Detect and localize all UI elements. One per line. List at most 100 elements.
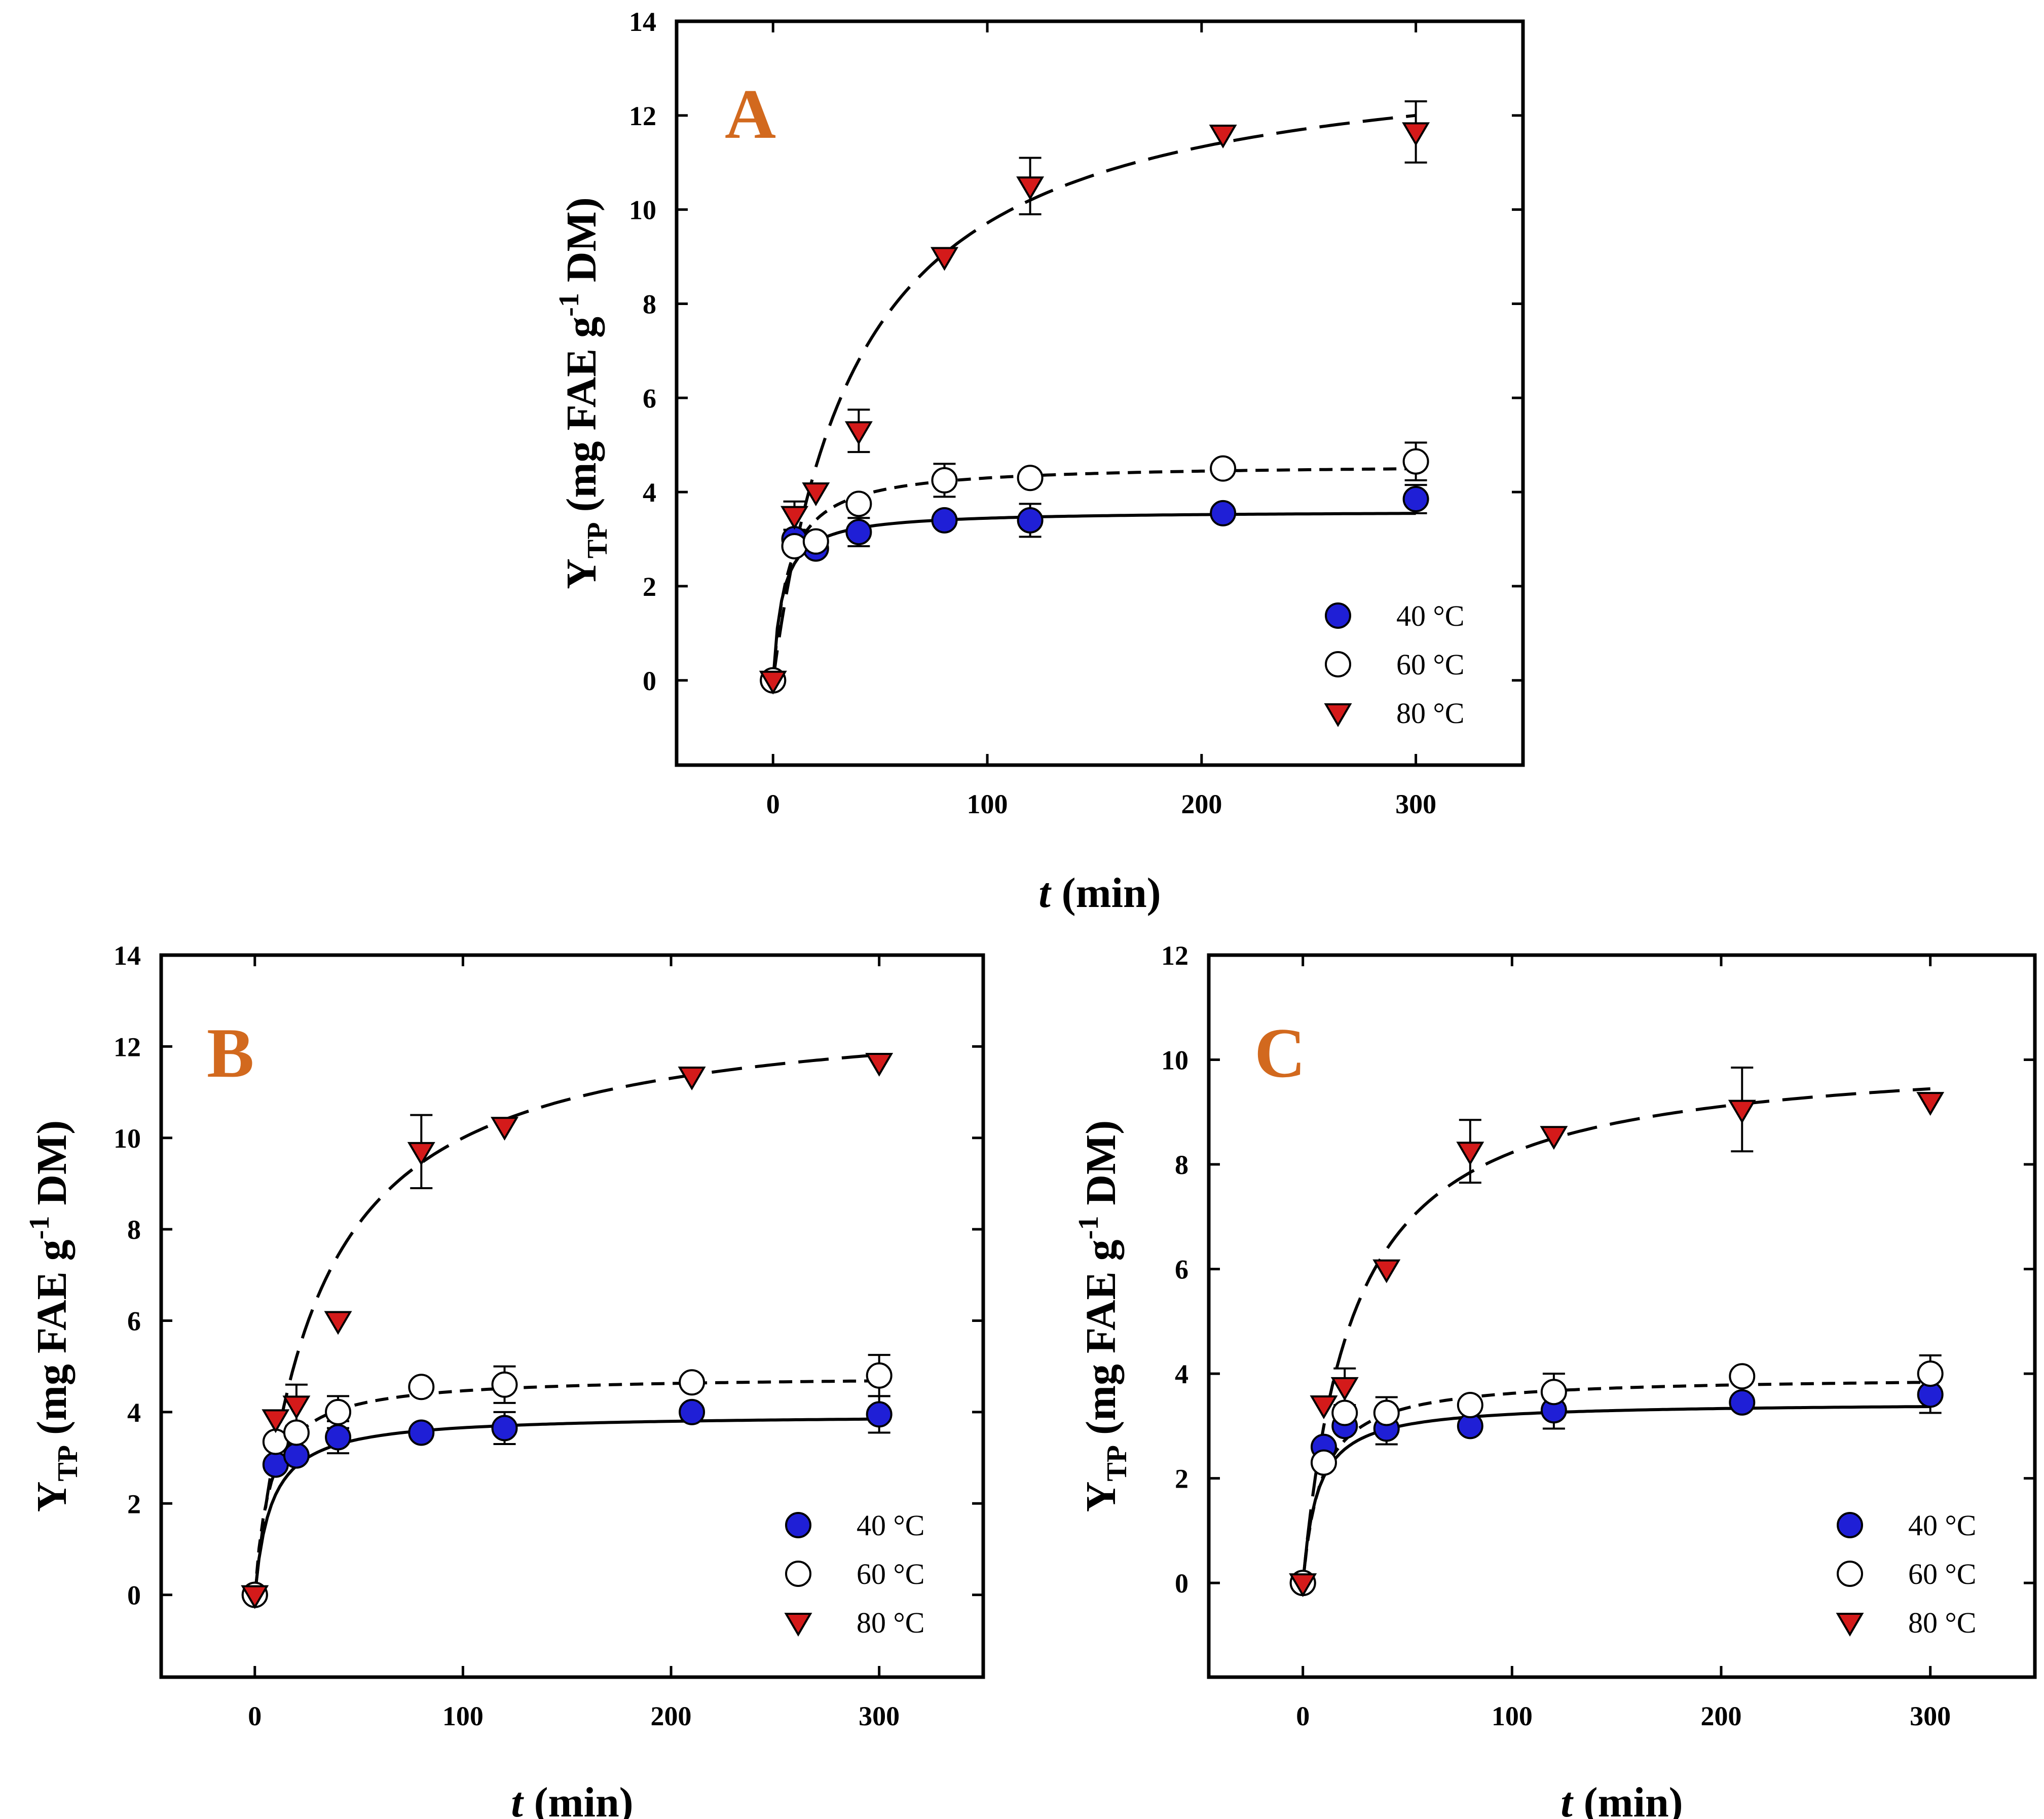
- fit-curve-1: [1301, 1405, 1930, 1583]
- data-point-series-3: [781, 506, 809, 530]
- legend-marker: [1837, 1561, 1863, 1587]
- data-point-series-2: [781, 533, 808, 559]
- x-tick-label: 0: [1296, 1701, 1310, 1731]
- data-point-series-2: [931, 467, 958, 494]
- x-axis-title-unit: (min): [1062, 869, 1161, 917]
- y-axis-title-unit: (mg FAE g: [28, 1239, 76, 1435]
- legend-label: 40 °C: [857, 1509, 924, 1542]
- panel-letter: B: [207, 1014, 254, 1092]
- x-tick-label: 200: [1181, 789, 1222, 819]
- y-axis-title-symbol: Y: [1077, 1482, 1125, 1512]
- y-axis-title-subscript: TP: [52, 1445, 84, 1482]
- y-tick-label: 6: [127, 1306, 141, 1337]
- y-tick-label: 4: [643, 477, 656, 508]
- y-tick-label: 2: [1175, 1464, 1188, 1494]
- y-tick-label: 12: [1161, 940, 1188, 971]
- x-tick-label: 100: [1492, 1701, 1533, 1731]
- data-point-series-3: [844, 421, 873, 445]
- y-tick-label: 10: [629, 195, 656, 225]
- data-point-series-2: [1457, 1392, 1483, 1419]
- y-axis-title-superscript: -1: [24, 1216, 55, 1240]
- data-point-series-2: [408, 1374, 435, 1400]
- x-axis-title-symbol: t: [1038, 869, 1052, 917]
- data-point-series-1: [325, 1424, 352, 1451]
- y-axis-title-unit: (mg FAE g: [558, 317, 605, 512]
- data-point-series-2: [1540, 1379, 1567, 1406]
- data-point-series-1: [1210, 500, 1237, 526]
- legend-marker: [1324, 703, 1352, 727]
- y-axis-title: YTP (mg FAE g-1 DM): [553, 197, 613, 589]
- data-point-series-3: [1456, 1142, 1484, 1166]
- data-point-series-3: [491, 1117, 519, 1141]
- legend-marker: [1325, 651, 1351, 677]
- y-axis-title-superscript: -1: [1073, 1216, 1104, 1240]
- legend-label: 80 °C: [1908, 1606, 1976, 1639]
- y-axis-title-symbol: Y: [558, 558, 605, 589]
- legend-label: 80 °C: [1396, 697, 1464, 730]
- y-tick-label: 4: [127, 1397, 141, 1428]
- x-tick-label: 300: [859, 1701, 900, 1731]
- data-point-series-2: [1729, 1363, 1756, 1390]
- x-axis-title-symbol: t: [511, 1779, 524, 1819]
- legend-marker: [785, 1512, 811, 1538]
- y-axis-title-subscript: TP: [582, 522, 613, 559]
- x-axis-title-symbol: t: [1560, 1779, 1574, 1819]
- legend-marker: [785, 1561, 811, 1587]
- data-point-series-1: [1729, 1389, 1756, 1416]
- chart-panel-a: 0 2 4 6 8 10 12 14 0 100 200 300 At (min) YTP (mg FAE g…: [553, 7, 1525, 917]
- data-point-series-3: [241, 1585, 269, 1609]
- fit-curve-1: [771, 512, 1416, 681]
- fit-curve-1: [253, 1417, 879, 1596]
- legend-label: 60 °C: [857, 1558, 924, 1590]
- legend-label: 40 °C: [1908, 1509, 1976, 1542]
- data-point-series-3: [1372, 1259, 1401, 1283]
- x-axis-title: t (min): [1038, 869, 1161, 917]
- plot-frame: [675, 19, 1525, 767]
- y-tick-label: 8: [127, 1215, 141, 1245]
- y-axis-title-superscript: -1: [553, 293, 585, 317]
- data-point-series-3: [407, 1142, 435, 1166]
- x-tick-label: 100: [442, 1701, 484, 1731]
- data-point-series-2: [866, 1362, 893, 1389]
- y-tick-label: 4: [1175, 1359, 1188, 1389]
- data-point-series-1: [845, 519, 872, 546]
- x-tick-label: 100: [967, 789, 1008, 819]
- plot-frame: [159, 953, 985, 1679]
- chart-panel-c: 0 2 4 6 8 10 12 0 100 200 300 Ct (min) YTP (mg FAE g-1…: [1073, 940, 2037, 1819]
- data-point-series-3: [282, 1395, 311, 1420]
- y-tick-label: 2: [643, 572, 656, 602]
- data-point-series-1: [408, 1419, 435, 1446]
- y-tick-label: 10: [114, 1123, 141, 1154]
- data-point-series-2: [802, 528, 829, 555]
- y-axis-title: YTP (mg FAE g-1 DM): [24, 1120, 84, 1512]
- fit-curve-2: [771, 467, 1416, 681]
- data-point-series-1: [491, 1415, 518, 1442]
- data-point-series-1: [679, 1398, 705, 1425]
- y-tick-label: 2: [127, 1489, 141, 1519]
- fit-curve-3: [771, 113, 1416, 681]
- y-tick-label: 10: [1161, 1045, 1188, 1076]
- fit-curve-3: [253, 1053, 879, 1596]
- legend-marker: [1325, 602, 1351, 629]
- data-point-series-3: [262, 1409, 290, 1433]
- data-point-series-3: [1728, 1100, 1756, 1124]
- x-tick-label: 200: [1701, 1701, 1742, 1731]
- data-point-series-3: [1209, 124, 1237, 148]
- data-point-series-3: [759, 670, 787, 695]
- panel-letter: C: [1254, 1014, 1306, 1092]
- data-point-series-2: [679, 1369, 705, 1396]
- x-axis-title-unit: (min): [534, 1779, 634, 1819]
- fit-curve-3: [1301, 1087, 1930, 1583]
- data-point-series-3: [1289, 1573, 1317, 1598]
- x-axis-title: t (min): [1560, 1779, 1683, 1819]
- fit-curve-2: [1301, 1381, 1930, 1583]
- data-point-series-2: [845, 490, 872, 517]
- y-tick-label: 0: [1175, 1568, 1188, 1599]
- x-tick-label: 300: [1910, 1701, 1951, 1731]
- y-tick-label: 12: [114, 1032, 141, 1062]
- legend-label: 60 °C: [1908, 1558, 1976, 1590]
- x-tick-label: 200: [651, 1701, 692, 1731]
- data-point-series-1: [866, 1401, 893, 1428]
- data-point-series-3: [1330, 1377, 1359, 1401]
